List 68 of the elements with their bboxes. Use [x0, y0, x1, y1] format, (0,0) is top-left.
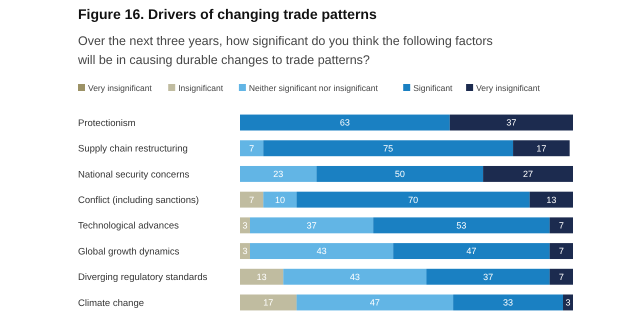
bar [296, 294, 454, 310]
data-label: 37 [306, 220, 317, 230]
bar [426, 268, 550, 285]
data-label: 13 [546, 194, 556, 205]
data-label: 43 [350, 272, 360, 282]
data-label: 7 [249, 143, 254, 154]
data-label: 23 [273, 169, 284, 180]
data-label: 47 [370, 298, 380, 308]
bar [240, 114, 450, 131]
bar [316, 166, 484, 182]
y-tick-label: Technological advances [78, 220, 180, 232]
bar [550, 243, 573, 260]
data-label: 17 [263, 298, 274, 308]
data-label: 37 [506, 118, 516, 128]
y-tick-label: Global growth dynamics [78, 246, 180, 258]
bar [296, 192, 530, 208]
bar [393, 243, 550, 260]
data-label: 3 [565, 298, 571, 308]
y-tick-label: Diverging regulatory standards [78, 272, 208, 284]
data-label: 63 [340, 118, 350, 128]
chart-subtitle: Over the next three years, how significant do you think the following factors will be in causing durable changes to trade patterns? [77, 34, 493, 67]
bar [453, 294, 564, 310]
bar [550, 217, 573, 234]
y-tick-label: National security concerns [78, 169, 190, 180]
bar [240, 268, 284, 285]
legend-label: Insignificant [178, 82, 224, 93]
bar [240, 166, 317, 182]
data-label: 7 [558, 220, 564, 230]
bar [450, 114, 573, 131]
bar [530, 192, 573, 208]
data-label: 75 [383, 143, 394, 154]
data-label: 70 [408, 194, 418, 205]
bar [483, 166, 573, 182]
data-label: 27 [523, 169, 534, 180]
legend-label: Significant [413, 82, 454, 93]
bar [373, 217, 550, 234]
data-label: 43 [316, 246, 327, 256]
data-label: 17 [536, 143, 546, 154]
data-label: 3 [242, 220, 248, 230]
bar [263, 192, 297, 208]
y-tick-label: Protectionism [78, 118, 136, 129]
data-label: 47 [466, 246, 476, 256]
chart-title: Figure 16. Drivers of changing trade patterns [78, 6, 377, 22]
bar [513, 140, 570, 156]
bar [250, 243, 394, 260]
data-label: 50 [394, 169, 405, 180]
legend-label: Very insignificant [88, 82, 152, 93]
bar [240, 140, 264, 156]
data-label: 37 [483, 272, 494, 282]
bar [250, 217, 374, 234]
y-tick-label: Climate change [78, 298, 144, 309]
bar [550, 268, 573, 285]
y-tick-label: Supply chain restructuring [78, 144, 188, 155]
data-label: 13 [256, 272, 267, 282]
data-label: 3 [242, 246, 248, 256]
data-label: 7 [558, 246, 564, 256]
data-label: 33 [503, 298, 514, 308]
bar [263, 140, 514, 156]
bar [240, 294, 297, 310]
bar [283, 268, 426, 285]
data-label: 7 [558, 272, 564, 282]
bar [240, 192, 264, 208]
data-label: 53 [456, 220, 466, 230]
legend-label: Neither significant nor insignificant [248, 82, 379, 93]
legend-label: Very insignificant [476, 82, 541, 93]
data-label: 7 [249, 194, 254, 205]
data-label: 10 [274, 194, 285, 205]
y-tick-label: Conflict (including sanctions) [78, 194, 199, 206]
